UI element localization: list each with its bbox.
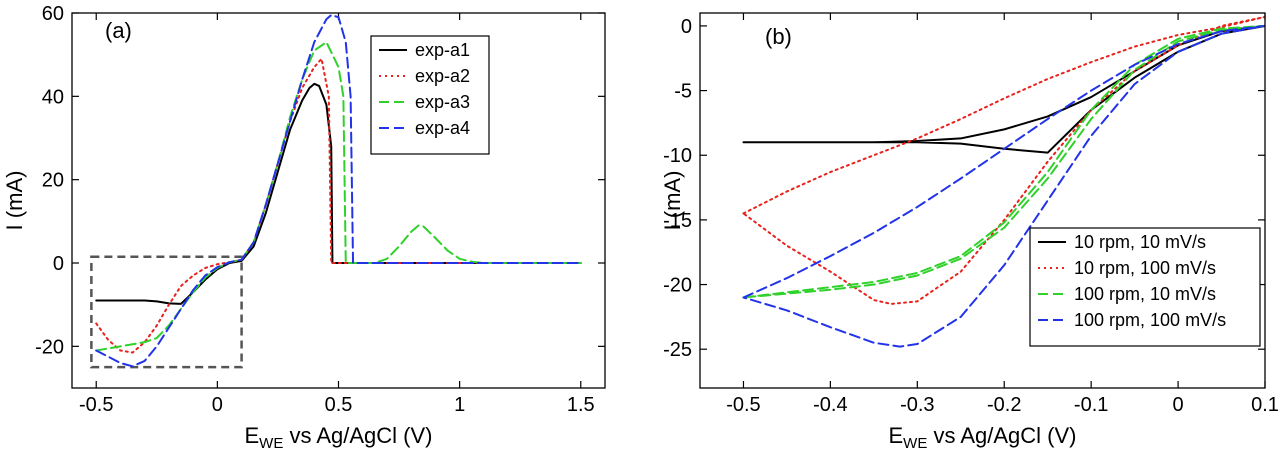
x-axis-label: EWE vs Ag/AgCl (V): [244, 423, 432, 450]
series-line: [742, 15, 1265, 305]
legend-entry-label: exp-a1: [415, 40, 470, 60]
series-line: [95, 14, 582, 368]
x-tick-label: 0.5: [325, 394, 353, 416]
legend-entry-label: 100 rpm, 10 mV/s: [1074, 284, 1216, 304]
y-tick-label: 20: [42, 170, 64, 192]
x-tick-label: -0.2: [987, 394, 1021, 416]
x-tick-label: 1.5: [567, 394, 595, 416]
legend-box: [370, 35, 490, 155]
series-line: [742, 24, 1265, 154]
panel-label: (a): [105, 18, 132, 43]
y-tick-label: -25: [663, 339, 692, 361]
y-tick-label: -10: [663, 145, 692, 167]
x-axis-label-rest: vs Ag/AgCl (V): [283, 423, 432, 448]
x-tick-label: -0.5: [726, 394, 760, 416]
x-axis-label-main: E: [888, 423, 903, 448]
plot-frame: [699, 12, 1266, 389]
series-line: [95, 57, 582, 354]
y-tick-label: 0: [681, 16, 692, 38]
x-axis-label: EWE vs Ag/AgCl (V): [888, 423, 1076, 450]
x-axis-label-rest: vs Ag/AgCl (V): [927, 423, 1076, 448]
legend: 10 rpm, 10 mV/s 10 rpm, 100 mV/s 100 rpm, …: [1029, 227, 1261, 347]
y-tick-label: 60: [42, 3, 64, 25]
y-axis-label: I (mA): [2, 171, 27, 231]
x-tick-label: -0.4: [813, 394, 847, 416]
series-line: [742, 24, 1265, 299]
plot-frame: [71, 12, 606, 389]
zoom-region-box: [90, 255, 243, 369]
legend-box: [1029, 227, 1261, 347]
legend-entry-label: exp-a4: [415, 118, 470, 138]
legend-entry-label: exp-a3: [415, 92, 470, 112]
legend-entry-label: 100 rpm, 100 mV/s: [1074, 310, 1226, 330]
y-axis-label: I (mA): [660, 171, 685, 231]
panel-b: -0.5 -0.4 -0.3 -0.2 -0.1 0 0.1 -25 -20 -15 -10 -5 0 (…: [660, 12, 1279, 450]
y-tick-label: 0: [53, 253, 64, 275]
x-axis-label-sub: WE: [259, 435, 283, 450]
x-tick-label: -0.1: [1074, 394, 1108, 416]
y-tick-label: -20: [35, 336, 64, 358]
x-tick-label: -0.5: [79, 394, 113, 416]
panel-label: (b): [765, 24, 792, 49]
y-tick-label: -5: [674, 81, 692, 103]
legend-entry-label: exp-a2: [415, 66, 470, 86]
x-axis-label-sub: WE: [903, 435, 927, 450]
x-tick-label: -0.3: [900, 394, 934, 416]
y-tick-label: -20: [663, 275, 692, 297]
x-tick-label: 0: [1173, 394, 1184, 416]
x-tick-label: 0.1: [1251, 394, 1279, 416]
x-tick-label: 1: [454, 394, 465, 416]
legend-entry-label: 10 rpm, 10 mV/s: [1074, 232, 1206, 252]
x-tick-label: 0: [212, 394, 223, 416]
panel-a: -0.5 0 0.5 1 1.5 -20 0 20 40 60 (a) EWE vs Ag/AgCl …: [2, 3, 606, 450]
x-axis-label-main: E: [244, 423, 259, 448]
legend: exp-a1 exp-a2 exp-a3 exp-a4: [370, 35, 490, 155]
y-tick-label: -15: [663, 210, 692, 232]
legend-entry-label: 10 rpm, 100 mV/s: [1074, 258, 1216, 278]
series-line: [95, 82, 582, 305]
series-group: [95, 14, 582, 368]
series-group: [742, 15, 1265, 348]
y-tick-label: 40: [42, 86, 64, 108]
series-line: [742, 24, 1265, 348]
